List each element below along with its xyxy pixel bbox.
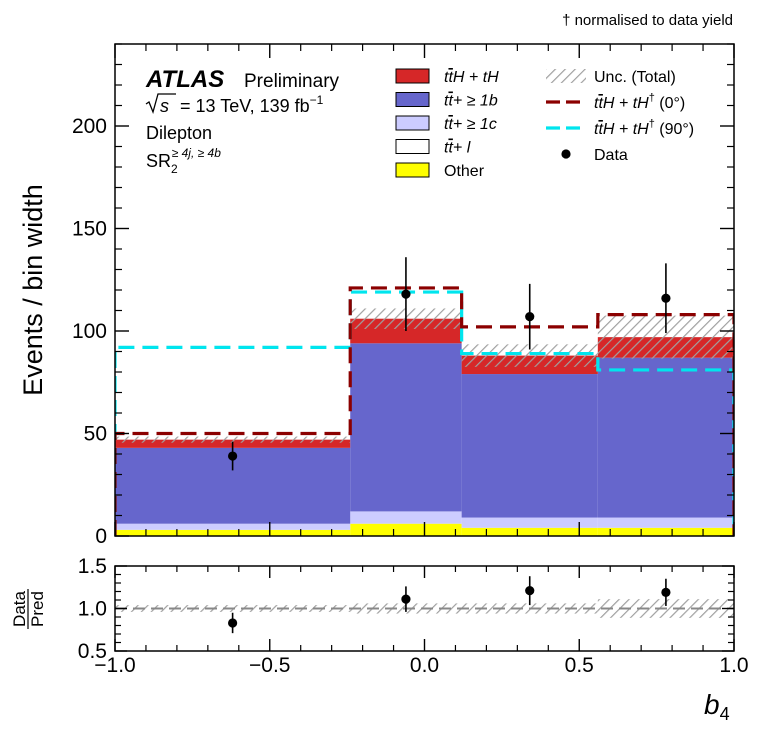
ratio-ytick-label-1: 1.0 [78, 598, 107, 621]
xtick-label-4: 1.0 [719, 654, 748, 677]
legend-label-sig90: ttH + tH† (90°) [594, 118, 694, 138]
xtick-label-3: 0.5 [565, 654, 594, 677]
stack-bar-other-1 [350, 523, 462, 536]
ratio-point-1 [401, 594, 411, 604]
legend-label-other: Other [444, 163, 485, 180]
data-point-1 [401, 289, 411, 299]
data-point-0 [228, 451, 238, 461]
atlas-status: Preliminary [244, 71, 340, 92]
stack-bar-tt1c-0 [115, 523, 351, 530]
stack-bar-other-0 [115, 529, 351, 536]
legend-swatch-ttc [395, 115, 430, 131]
stack-bar-tt1b-3 [597, 357, 734, 518]
energy-lumi: s = 13 TeV, 139 fb−1 [145, 93, 324, 116]
data-point-3 [661, 293, 671, 303]
legend-swatch-tth [395, 68, 430, 84]
data-point-2 [525, 312, 535, 322]
ratio-ytick-label-2: 1.5 [78, 555, 107, 578]
legend-swatch-data [561, 149, 571, 159]
stack-bar-tt1b-2 [461, 374, 598, 518]
xtick-label-1: −0.5 [249, 654, 290, 677]
legend-swatch-unc [546, 69, 586, 83]
svg-text:= 13 TeV, 139 fb−1: = 13 TeV, 139 fb−1 [180, 93, 324, 116]
legend-swatch-other [395, 162, 430, 178]
atlas-label: ATLAS Preliminary s = 13 TeV, 139 fb−1 D… [145, 66, 340, 176]
channel-label: Dilepton [146, 123, 212, 143]
svg-text:Data: Data [10, 591, 29, 627]
legend-label-sig0: ttH + tH† (0°) [594, 92, 685, 112]
legend: ttH + tH tt+ ≥ 1b tt+ ≥ 1c tt+ l Other Unc. (… [395, 68, 694, 180]
x-axis-label: b4 [704, 689, 730, 724]
legend-label-tth: ttH + tH [444, 69, 499, 86]
legend-label-ttb: tt+ ≥ 1b [444, 93, 498, 110]
main-ytick-label-2: 100 [72, 320, 107, 343]
stack-bar-other-3 [597, 527, 734, 536]
stack-bar-tt1c-1 [350, 511, 462, 524]
legend-label-ttl: tt+ l [444, 140, 471, 157]
legend-label-unc: Unc. (Total) [594, 69, 676, 86]
stack-bar-tt1c-2 [461, 517, 598, 528]
ratio-point-3 [661, 587, 671, 597]
legend-label-data: Data [594, 147, 628, 164]
stack-bar-tt1b-1 [350, 343, 462, 512]
legend-label-ttc: tt+ ≥ 1c [444, 116, 497, 133]
main-ytick-label-1: 50 [84, 423, 107, 446]
uncertainty-band-0 [115, 436, 351, 443]
legend-swatch-ttb [395, 92, 430, 107]
y-axis-label: Events / bin width [18, 184, 48, 396]
signal-90deg-line [115, 290, 734, 536]
ratio-point-2 [525, 586, 535, 596]
legend-swatch-ttl [395, 139, 430, 154]
ratio-point-0 [228, 618, 238, 628]
main-ytick-label-4: 200 [72, 115, 107, 138]
stack-bar-other-2 [461, 527, 598, 536]
ratio-y-label: Data Pred [10, 589, 47, 629]
stack-bar-tt1c-3 [597, 517, 734, 528]
normalisation-note: † normalised to data yield [562, 12, 733, 29]
main-ytick-label-0: 0 [95, 525, 107, 548]
svg-text:s: s [160, 96, 169, 116]
svg-text:Pred: Pred [28, 591, 47, 627]
main-ytick-label-3: 150 [72, 218, 107, 241]
xtick-label-0: −1.0 [94, 654, 135, 677]
region-label: SR2≥ 4j, ≥ 4b [146, 146, 221, 176]
xtick-label-2: 0.0 [410, 654, 439, 677]
uncertainty-band-2 [461, 344, 598, 367]
atlas-logo-text: ATLAS [145, 66, 224, 93]
ratio-ytick-label-0: 0.5 [78, 640, 107, 663]
